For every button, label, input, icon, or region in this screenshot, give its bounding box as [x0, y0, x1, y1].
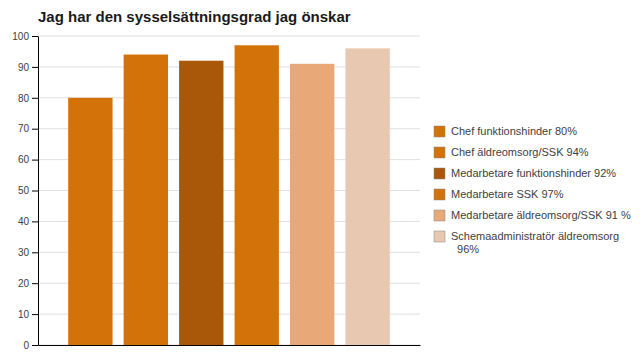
legend-label-line: Schemaadministratör äldreomsorg — [451, 230, 619, 242]
legend-item: Chef funktionshinder 80% — [434, 125, 577, 137]
y-tick-label: 40 — [18, 216, 30, 227]
y-tick-mark — [32, 283, 38, 284]
y-tick-label: 20 — [18, 278, 30, 289]
legend-label-line: Chef funktionshinder 80% — [451, 125, 577, 137]
y-tick: 0 — [23, 340, 38, 351]
y-tick: 20 — [18, 278, 38, 289]
y-tick-mark — [32, 36, 38, 37]
grid — [38, 36, 420, 345]
legend-swatch — [434, 231, 445, 242]
y-tick-label: 50 — [18, 185, 30, 196]
legend-item: Medarbetare äldreomsorg/SSK 91 % — [434, 209, 631, 221]
y-tick: 100 — [12, 31, 38, 42]
legend-swatch — [434, 147, 445, 158]
chart-container: 0 10 20 30 40 50 60 70 80 90 100 Jag har den syssel… — [0, 0, 642, 363]
bars — [68, 45, 390, 345]
y-tick: 10 — [18, 309, 38, 320]
legend-swatch — [434, 168, 445, 179]
legend-swatch — [434, 189, 445, 200]
y-tick: 40 — [18, 216, 38, 227]
y-tick-label: 60 — [18, 154, 30, 165]
legend-label: Medarbetare SSK 97% — [451, 188, 564, 200]
y-tick: 60 — [18, 154, 38, 165]
legend-item: Medarbetare SSK 97% — [434, 188, 564, 200]
x-axis — [39, 345, 421, 347]
y-tick: 30 — [18, 247, 38, 258]
y-tick-label: 80 — [18, 93, 30, 104]
legend-label-line: Medarbetare SSK 97% — [451, 188, 564, 200]
y-tick: 90 — [18, 62, 38, 73]
legend-label-line: 96% — [451, 243, 479, 255]
legend-swatch — [434, 210, 445, 221]
y-tick-mark — [32, 252, 38, 253]
y-tick-label: 100 — [12, 31, 29, 42]
legend-label: Chef äldreomsorg/SSK 94% — [451, 146, 589, 158]
legend: Chef funktionshinder 80% Chef äldreomsorg… — [434, 125, 631, 255]
y-tick-mark — [32, 345, 38, 346]
legend-item: Chef äldreomsorg/SSK 94% — [434, 146, 589, 158]
y-tick: 70 — [18, 123, 38, 134]
legend-label: Medarbetare äldreomsorg/SSK 91 % — [451, 209, 631, 221]
y-tick-mark — [32, 160, 38, 161]
legend-label-line: Medarbetare äldreomsorg/SSK 91 % — [451, 209, 631, 221]
y-tick-label: 30 — [18, 247, 30, 258]
bar — [290, 64, 334, 345]
bar — [124, 55, 168, 345]
y-tick-label: 70 — [18, 123, 30, 134]
y-tick: 50 — [18, 185, 38, 196]
x-axis-line — [39, 345, 421, 346]
legend-swatch — [434, 126, 445, 137]
y-tick-mark — [32, 129, 38, 130]
legend-label-line: Chef äldreomsorg/SSK 94% — [451, 146, 589, 158]
legend-label: Chef funktionshinder 80% — [451, 125, 577, 137]
legend-label: Medarbetare funktionshinder 92% — [451, 167, 616, 179]
y-tick-label: 10 — [18, 309, 30, 320]
legend-item: Schemaadministratör äldreomsorg 96% — [434, 230, 619, 255]
y-tick-label: 0 — [23, 340, 29, 351]
bar — [345, 48, 389, 345]
y-tick-mark — [32, 67, 38, 68]
bar — [68, 98, 112, 345]
grid-line — [38, 36, 420, 37]
title: Jag har den sysselsättningsgrad jag önsk… — [38, 8, 351, 25]
legend-label: Schemaadministratör äldreomsorg 96% — [451, 230, 619, 255]
y-tick-mark — [32, 98, 38, 99]
y-tick-mark — [32, 191, 38, 192]
plot: 0 10 20 30 40 50 60 70 80 90 100 — [12, 31, 420, 351]
chart: 0 10 20 30 40 50 60 70 80 90 100 Jag har den syssel… — [0, 0, 642, 363]
bar — [179, 61, 223, 345]
y-axis-line — [38, 37, 39, 346]
y-tick-mark — [32, 314, 38, 315]
bar — [235, 45, 279, 345]
y-tick-label: 90 — [18, 62, 30, 73]
y-tick-mark — [32, 221, 38, 222]
y-tick: 80 — [18, 93, 38, 104]
legend-item: Medarbetare funktionshinder 92% — [434, 167, 616, 179]
legend-label-line: Medarbetare funktionshinder 92% — [451, 167, 616, 179]
y-axis: 0 10 20 30 40 50 60 70 80 90 100 — [12, 31, 38, 351]
